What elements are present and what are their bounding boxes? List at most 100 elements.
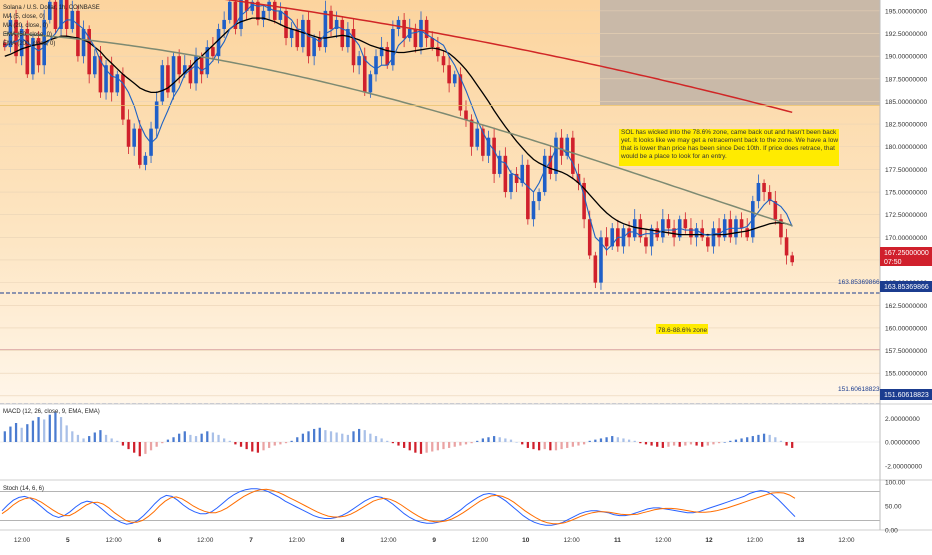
macd-axis[interactable]: 2.00000000 0.00000000 -2.00000000 [885, 416, 922, 471]
macd-bar [374, 436, 378, 442]
price-axis[interactable]: 195.00000000 192.50000000 190.00000000 187.… [885, 8, 928, 400]
indicator-ema200-label: EMA (200, close, 0) [3, 41, 55, 47]
candle-up [31, 38, 35, 75]
macd-bar [566, 442, 569, 448]
time-axis-tick: 12:00 [472, 537, 489, 544]
candle-down [306, 19, 311, 57]
candle-up [756, 182, 761, 202]
price-axis-tick: 180.00000000 [885, 144, 928, 151]
candle-down [188, 65, 193, 84]
candle-down [317, 38, 322, 48]
macd-bar [627, 439, 631, 442]
macd-bar [779, 440, 783, 442]
time-axis-tick: 12:00 [838, 537, 855, 544]
macd-bar [3, 431, 6, 442]
macd-bar [717, 442, 721, 444]
macd-bar [386, 440, 389, 442]
candle-down [3, 42, 7, 48]
candle-down [582, 182, 586, 220]
macd-bar [476, 440, 479, 442]
annotation-zone-label[interactable]: 78.6-88.6% zone [656, 324, 708, 334]
candle-down [87, 28, 91, 75]
macd-bar [391, 442, 395, 444]
macd-bar [622, 438, 625, 442]
macd-bar [532, 442, 535, 450]
macd-bar [14, 423, 18, 442]
stoch-title: Stoch (14, 6, 6) [3, 486, 44, 492]
candle-up [542, 155, 547, 193]
price-axis-tick: 172.50000000 [885, 212, 928, 219]
macd-bar [599, 438, 603, 442]
macd-bar [695, 442, 698, 446]
candle-down [514, 173, 519, 183]
macd-bar [43, 419, 46, 442]
macd-bar [537, 442, 541, 451]
indicator-ema50-label: EMA (50, close, 0) [3, 32, 52, 38]
level-tag-1-value: 163.85369866 [884, 284, 929, 291]
candle-up [632, 219, 637, 238]
candle-down [233, 1, 238, 29]
candle-up [661, 219, 665, 238]
candle-down [14, 19, 18, 57]
candle-down [329, 10, 333, 29]
candle-up [379, 47, 384, 57]
price-grid [0, 10, 880, 397]
macd-bar [166, 439, 170, 442]
annotation-note-main[interactable]: SOL has wicked into the 78.6% zone, came… [619, 129, 839, 167]
candle-up [261, 10, 266, 20]
time-axis-tick: 13 [797, 537, 805, 544]
macd-bar [605, 437, 608, 442]
stoch-axis[interactable]: 100.00 50.00 0.00 [885, 480, 906, 535]
price-axis-tick: 157.50000000 [885, 348, 928, 355]
macd-bar [155, 442, 158, 447]
macd-bar [661, 442, 664, 448]
macd-bar [639, 442, 642, 444]
candle-down [53, 1, 58, 29]
candle-down [773, 201, 778, 220]
time-axis-tick: 12:00 [289, 537, 306, 544]
candle-up [694, 228, 699, 238]
macd-bar [442, 442, 445, 450]
candle-up [92, 56, 97, 75]
time-axis-tick: 12:00 [747, 537, 764, 544]
time-axis-tick: 12:00 [105, 537, 122, 544]
macd-bar [549, 442, 552, 451]
time-axis-tick: 12:00 [197, 537, 214, 544]
macd-bar [20, 427, 23, 442]
candle-up [368, 74, 373, 93]
candle-up [81, 28, 86, 57]
candle-down [458, 74, 463, 111]
macd-bar [217, 434, 220, 442]
macd-bar [93, 432, 96, 442]
macd-bar [431, 442, 434, 452]
macd-bar [425, 442, 428, 453]
candle-up [19, 28, 24, 57]
time-axis-tick: 9 [432, 537, 436, 544]
macd-bar [223, 438, 226, 442]
macd-bar [251, 442, 254, 452]
candle-down [604, 237, 609, 247]
candle-down [430, 38, 435, 48]
macd-bar [9, 426, 12, 442]
candle-up [391, 28, 395, 66]
time-axis[interactable]: 12:00 5 12:00 6 12:00 7 12:00 8 12:00 9 12:00 10 12:… [14, 537, 855, 544]
candle-down [700, 228, 705, 238]
candle-up [486, 137, 491, 156]
candle-down [559, 137, 564, 156]
macd-bar [464, 442, 468, 445]
stoch-d-line [1, 488, 796, 525]
candle-up [722, 219, 727, 238]
macd-bar [734, 439, 738, 442]
macd-bar [121, 442, 125, 446]
time-axis-tick: 12:00 [655, 537, 672, 544]
macd-bar [762, 433, 766, 442]
time-axis-tick: 12:00 [563, 537, 580, 544]
candle-up [250, 1, 255, 11]
candle-down [762, 182, 766, 193]
price-countdown: 07:50 [884, 259, 902, 266]
time-axis-tick: 12:00 [14, 537, 31, 544]
macd-bar [329, 431, 333, 442]
ema200-line [224, 0, 793, 114]
